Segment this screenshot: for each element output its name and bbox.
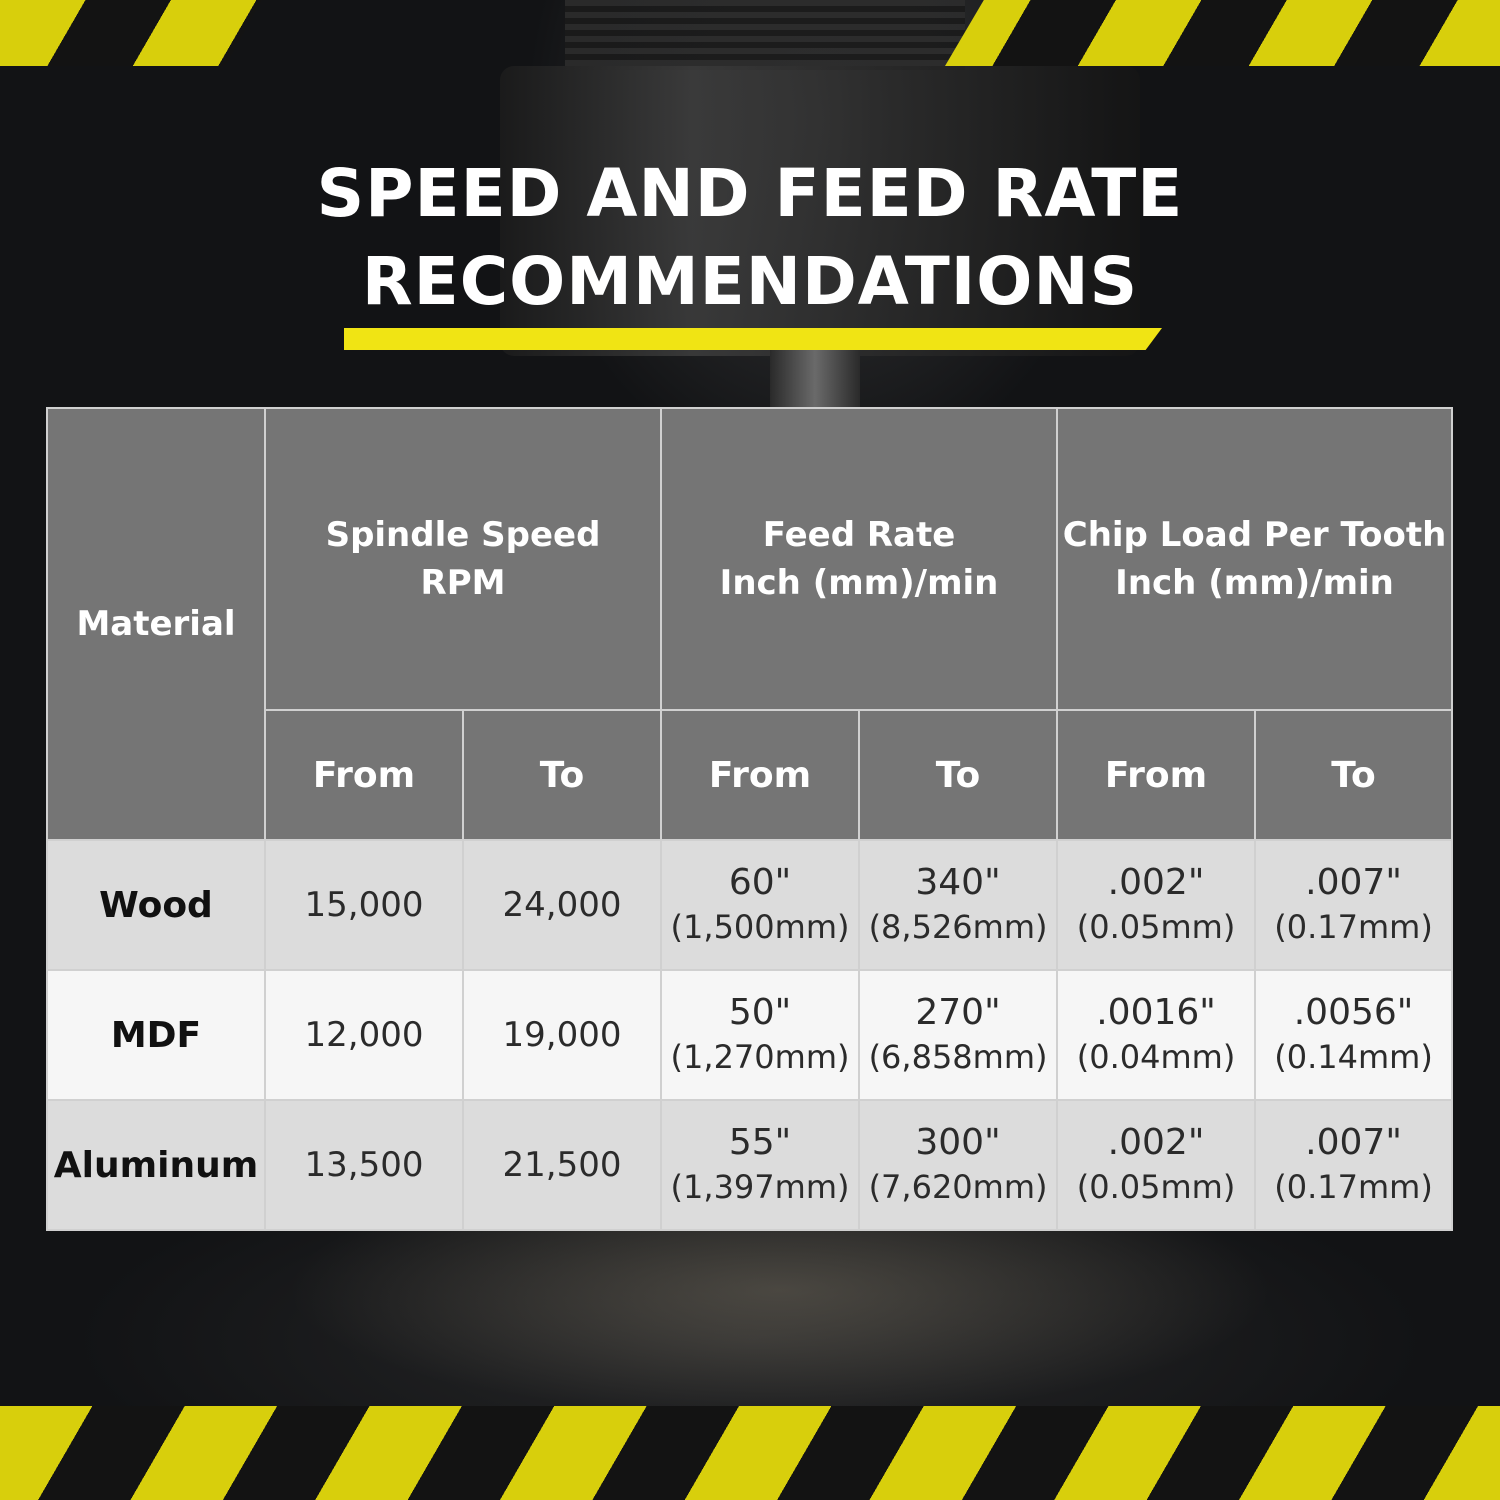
- header-spindle-from: From: [264, 709, 464, 841]
- spindle-thread-graphic: [565, 0, 965, 70]
- header-feed-rate: Feed Rate Inch (mm)/min: [660, 407, 1059, 711]
- value-mm: (0.17mm): [1274, 908, 1433, 946]
- hazard-stripe-top-left: [0, 0, 262, 66]
- value-inch: 340": [915, 862, 1001, 903]
- header-feed-rate-line1: Feed Rate: [762, 515, 956, 555]
- chip-from-cell: .002" (0.05mm): [1056, 839, 1257, 971]
- value-inch: 300": [915, 1122, 1001, 1163]
- page-title: SPEED AND FEED RATE RECOMMENDATIONS: [250, 150, 1250, 326]
- material-cell: Aluminum: [46, 1099, 266, 1231]
- spindle-to-cell: 19,000: [461, 969, 663, 1101]
- value-mm: (6,858mm): [868, 1038, 1048, 1076]
- header-spindle-speed: Spindle Speed RPM: [263, 407, 663, 711]
- header-spindle-speed-line2: RPM: [420, 563, 506, 603]
- hazard-stripe-top-right: [945, 0, 1500, 66]
- value-inch: .007": [1305, 862, 1402, 903]
- feed-to-cell: 300" (7,620mm): [858, 1099, 1059, 1231]
- table-row-wood: Wood 15,000 24,000 60" (1,500mm) 340" (8…: [46, 839, 1454, 971]
- feed-from-cell: 55" (1,397mm): [660, 1099, 861, 1231]
- speed-feed-table: Material Spindle Speed RPM Feed Rate Inc…: [46, 407, 1454, 1231]
- value-mm: (0.04mm): [1076, 1038, 1236, 1076]
- value-inch: .0016": [1096, 992, 1216, 1033]
- feed-from-cell: 60" (1,500mm): [660, 839, 861, 971]
- header-feed-from: From: [660, 709, 861, 841]
- value-inch: 270": [915, 992, 1001, 1033]
- value-mm: (1,270mm): [670, 1038, 850, 1076]
- header-chip-to: To: [1254, 709, 1454, 841]
- hazard-stripe-bottom: [0, 1406, 1500, 1500]
- material-cell: Wood: [46, 839, 266, 971]
- value-mm: (0.05mm): [1076, 1168, 1236, 1206]
- value-mm: (0.17mm): [1274, 1168, 1433, 1206]
- spindle-to-cell: 24,000: [461, 839, 663, 971]
- value-inch: 55": [728, 1122, 792, 1163]
- table-row-mdf: MDF 12,000 19,000 50" (1,270mm) 270" (6,…: [46, 969, 1454, 1101]
- header-feed-to: To: [858, 709, 1059, 841]
- header-feed-rate-line2: Inch (mm)/min: [719, 563, 999, 603]
- feed-to-cell: 270" (6,858mm): [858, 969, 1059, 1101]
- header-chip-load-line1: Chip Load Per Tooth: [1062, 515, 1447, 555]
- spindle-from-cell: 13,500: [264, 1099, 464, 1231]
- header-chip-from: From: [1056, 709, 1257, 841]
- value-inch: 50": [728, 992, 792, 1033]
- value-inch: .002": [1107, 862, 1205, 903]
- chip-from-cell: .002" (0.05mm): [1056, 1099, 1257, 1231]
- header-chip-load-line2: Inch (mm)/min: [1115, 563, 1394, 603]
- value-mm: (1,397mm): [670, 1168, 850, 1206]
- title-line-2: RECOMMENDATIONS: [361, 243, 1139, 320]
- value-mm: (8,526mm): [868, 908, 1048, 946]
- header-material: Material: [46, 407, 266, 841]
- value-mm: (0.14mm): [1274, 1038, 1433, 1076]
- value-mm: (0.05mm): [1076, 908, 1236, 946]
- value-inch: .007": [1305, 1122, 1402, 1163]
- spindle-to-cell: 21,500: [461, 1099, 663, 1231]
- title-line-1: SPEED AND FEED RATE: [316, 155, 1184, 232]
- chip-to-cell: .007" (0.17mm): [1254, 1099, 1454, 1231]
- header-chip-load: Chip Load Per Tooth Inch (mm)/min: [1056, 407, 1454, 711]
- value-mm: (7,620mm): [868, 1168, 1048, 1206]
- spindle-graphic: [500, 66, 1140, 356]
- feed-to-cell: 340" (8,526mm): [858, 839, 1059, 971]
- chip-from-cell: .0016" (0.04mm): [1056, 969, 1257, 1101]
- table-row-aluminum: Aluminum 13,500 21,500 55" (1,397mm) 300…: [46, 1099, 1454, 1231]
- spindle-from-cell: 15,000: [264, 839, 464, 971]
- value-inch: 60": [728, 862, 792, 903]
- value-inch: .002": [1107, 1122, 1205, 1163]
- value-inch: .0056": [1293, 992, 1414, 1033]
- value-mm: (1,500mm): [670, 908, 850, 946]
- spindle-from-cell: 12,000: [264, 969, 464, 1101]
- chip-to-cell: .007" (0.17mm): [1254, 839, 1454, 971]
- material-cell: MDF: [46, 969, 266, 1101]
- feed-from-cell: 50" (1,270mm): [660, 969, 861, 1101]
- title-underline: [344, 328, 1162, 350]
- header-spindle-speed-line1: Spindle Speed: [325, 515, 601, 555]
- header-spindle-to: To: [461, 709, 663, 841]
- chip-to-cell: .0056" (0.14mm): [1254, 969, 1454, 1101]
